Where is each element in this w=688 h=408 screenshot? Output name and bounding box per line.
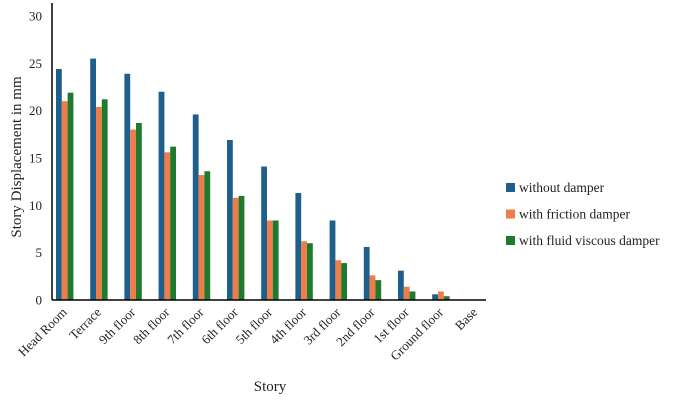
y-axis-title: Story Displacement in mm — [9, 76, 25, 238]
y-tick-label: 0 — [36, 293, 43, 308]
bar-without-damper-head-room — [56, 69, 62, 300]
bar-without-damper-7th-floor — [192, 114, 199, 300]
bar-with-fluid-viscous-damper-2nd-floor — [375, 280, 382, 300]
y-tick-label: 10 — [29, 198, 42, 213]
x-axis-title: Story — [254, 379, 287, 395]
bar-with-fluid-viscous-damper-head-room — [67, 92, 74, 301]
bar-with-fluid-viscous-damper-3rd-floor — [341, 263, 347, 300]
bar-without-damper-1st-floor — [398, 270, 404, 300]
bars-layer — [56, 58, 450, 301]
x-tick-label: 5th floor — [232, 304, 275, 347]
x-tick-label: 6th floor — [198, 304, 241, 347]
bar-with-fluid-viscous-damper-8th-floor — [170, 146, 176, 300]
bar-with-friction-damper-6th-floor — [232, 197, 239, 300]
y-tick-label: 20 — [29, 103, 42, 118]
legend: without damper with friction damper with f… — [506, 180, 660, 248]
legend-label: with fluid viscous damper — [519, 233, 660, 248]
bar-without-damper-ground-floor — [432, 294, 438, 300]
bar-with-friction-damper-7th-floor — [198, 175, 205, 300]
bar-without-damper-4th-floor — [295, 193, 302, 300]
bar-with-friction-damper-4th-floor — [301, 241, 307, 300]
bar-without-damper-3rd-floor — [329, 220, 336, 300]
bar-with-fluid-viscous-damper-7th-floor — [204, 171, 211, 300]
bar-without-damper-5th-floor — [261, 166, 267, 300]
legend-label: with friction damper — [519, 207, 630, 222]
x-tick-label: 8th floor — [130, 304, 173, 347]
bar-with-fluid-viscous-damper-9th-floor — [136, 122, 142, 301]
bar-with-fluid-viscous-damper-5th-floor — [272, 220, 279, 300]
bar-with-friction-damper-head-room — [61, 101, 68, 300]
bar-with-fluid-viscous-damper-terrace — [101, 99, 108, 300]
x-tick-label: Head Room — [15, 305, 70, 360]
bar-with-fluid-viscous-damper-4th-floor — [307, 243, 313, 300]
bar-with-fluid-viscous-damper-ground-floor — [443, 296, 450, 300]
y-tick-label: 25 — [29, 56, 42, 71]
legend-swatch — [506, 183, 515, 192]
legend-swatch — [506, 209, 515, 219]
legend-label: without damper — [519, 180, 605, 195]
y-tick-label: 30 — [29, 9, 42, 24]
legend-swatch — [506, 236, 515, 245]
bar-with-fluid-viscous-damper-1st-floor — [409, 291, 416, 300]
x-tick-label: 7th floor — [164, 304, 207, 347]
x-tick-label: Base — [452, 304, 481, 333]
bar-with-friction-damper-terrace — [96, 106, 102, 300]
bar-with-friction-damper-9th-floor — [130, 129, 136, 300]
bar-without-damper-6th-floor — [227, 140, 233, 300]
bar-without-damper-2nd-floor — [363, 246, 370, 300]
y-tick-label: 15 — [29, 151, 42, 166]
x-tick-label: 2nd floor — [333, 304, 378, 349]
y-tick-label: 5 — [36, 245, 43, 260]
x-tick-label: 9th floor — [96, 304, 139, 347]
bar-without-damper-terrace — [90, 58, 96, 300]
bar-with-friction-damper-3rd-floor — [335, 260, 342, 300]
y-tick-labels: 0 5 10 15 20 25 30 — [29, 9, 42, 308]
axes-layer — [51, 3, 486, 301]
bar-with-friction-damper-8th-floor — [164, 152, 171, 300]
bar-with-fluid-viscous-damper-6th-floor — [238, 195, 245, 300]
bar-with-friction-damper-1st-floor — [403, 286, 410, 300]
bar-with-friction-damper-2nd-floor — [369, 275, 376, 300]
bar-without-damper-9th-floor — [124, 73, 131, 300]
bar-with-friction-damper-ground-floor — [438, 291, 444, 300]
bar-with-friction-damper-5th-floor — [267, 220, 273, 300]
bar-without-damper-8th-floor — [158, 91, 165, 300]
